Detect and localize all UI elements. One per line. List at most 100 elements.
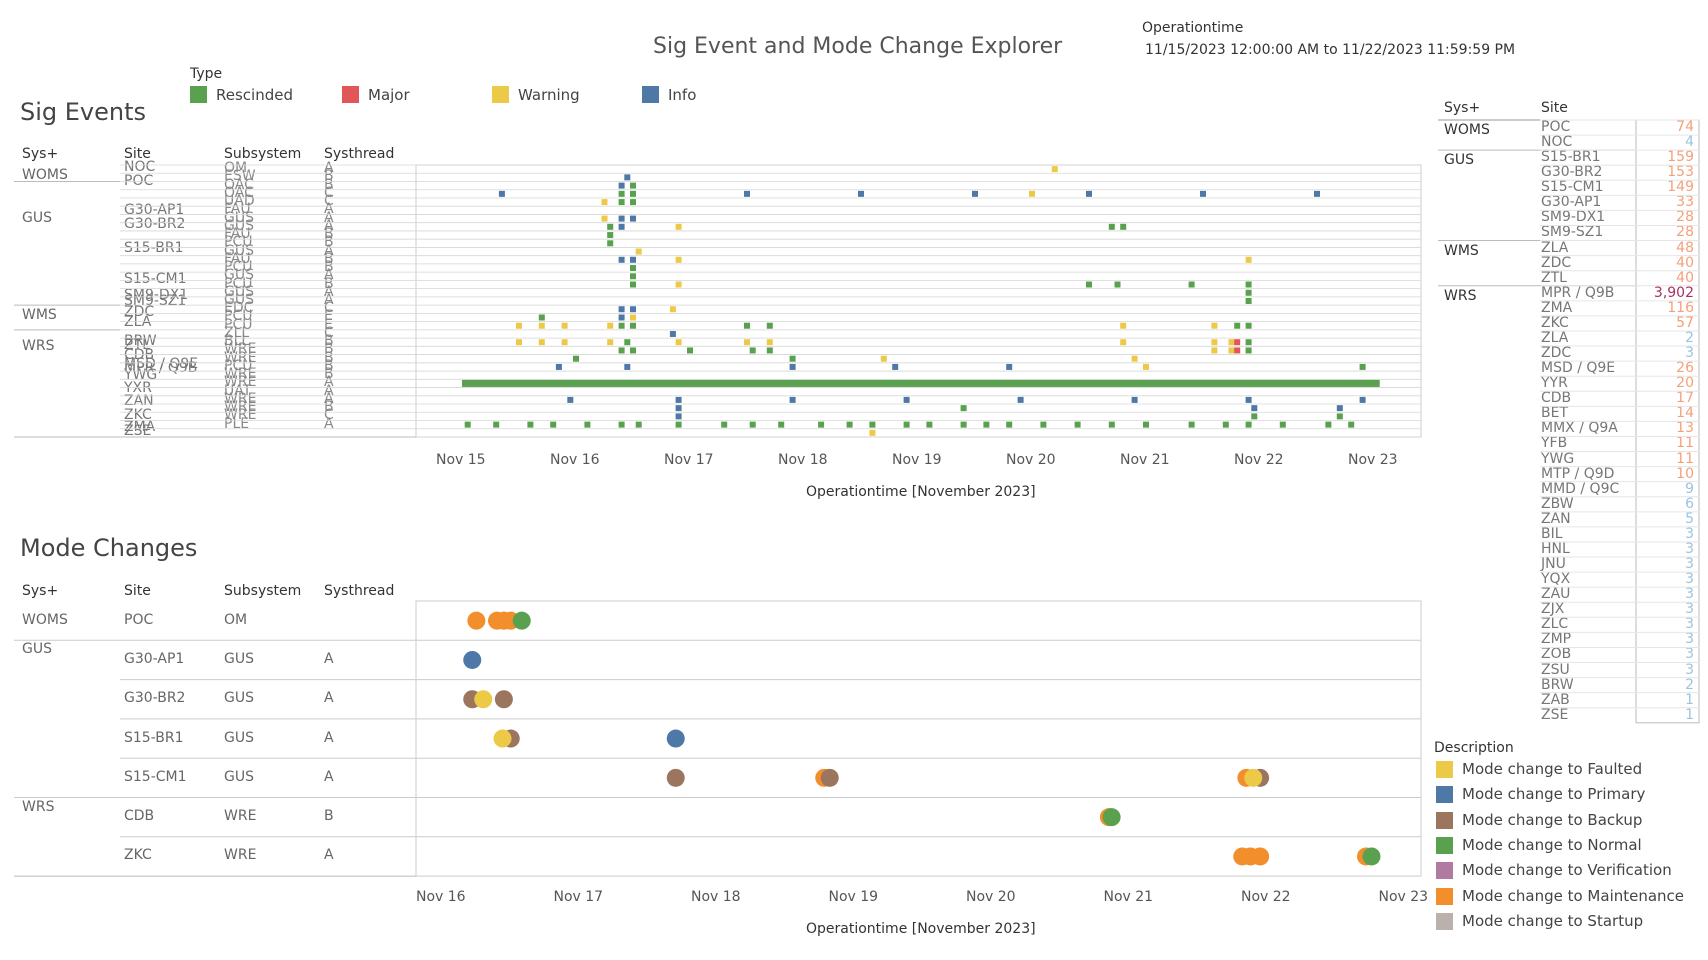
counts-site-label: ZKC [1541, 314, 1569, 331]
sig-event-mark [1228, 339, 1235, 346]
mode-xaxis-tick: Nov 17 [553, 889, 604, 905]
counts-value[interactable]: 1 [1685, 691, 1694, 708]
sig-site-label: SM9-DX1 [124, 287, 189, 303]
counts-value[interactable]: 3 [1685, 586, 1694, 603]
counts-value[interactable]: 5 [1685, 510, 1694, 527]
type-legend-label[interactable]: Major [368, 86, 410, 104]
counts-value[interactable]: 40 [1676, 269, 1694, 286]
counts-value[interactable]: 3,902 [1653, 284, 1694, 301]
sig-systhread-label: B [324, 226, 334, 243]
sig-event-mark [766, 322, 773, 329]
counts-value[interactable]: 9 [1685, 480, 1694, 497]
counts-value[interactable]: 28 [1676, 224, 1694, 241]
counts-value[interactable]: 28 [1676, 209, 1694, 226]
counts-value[interactable]: 10 [1676, 465, 1694, 482]
sig-site-label: S15-CM1 [124, 271, 187, 287]
description-legend-label[interactable]: Mode change to Normal [1462, 835, 1642, 854]
description-legend-label[interactable]: Mode change to Primary [1462, 785, 1646, 804]
type-legend-swatch [492, 86, 509, 103]
counts-value[interactable]: 3 [1685, 616, 1694, 633]
mode-xaxis-tick: Nov 23 [1378, 889, 1429, 905]
mode-subsystem-label: GUS [224, 729, 254, 746]
sig-event-mark [1029, 190, 1035, 197]
description-legend-label[interactable]: Mode change to Faulted [1462, 760, 1643, 778]
sig-event-mark [1359, 363, 1366, 370]
mode-site-label: S15-BR1 [124, 729, 184, 746]
type-legend-label[interactable]: Rescinded [216, 86, 293, 104]
sig-event-mark [1245, 347, 1252, 354]
counts-value[interactable]: 3 [1685, 540, 1694, 557]
counts-value[interactable]: 33 [1676, 194, 1694, 211]
description-legend-label[interactable]: Mode change to Verification [1462, 861, 1672, 880]
counts-value[interactable]: 4 [1685, 134, 1694, 151]
counts-value[interactable]: 116 [1667, 299, 1694, 316]
mode-subsystem-label: WRE [224, 808, 257, 825]
type-legend-label[interactable]: Warning [518, 86, 580, 104]
counts-value[interactable]: 3 [1685, 646, 1694, 663]
sig-event-mark [1336, 405, 1343, 412]
sig-systhread-label: B [324, 234, 334, 251]
counts-value[interactable]: 3 [1685, 556, 1694, 573]
mode-sys-label: WRS [22, 798, 55, 815]
sig-systhread-label: A [324, 390, 334, 407]
counts-value[interactable]: 2 [1685, 676, 1694, 693]
counts-value[interactable]: 74 [1676, 119, 1694, 135]
sig-event-mark [618, 322, 625, 329]
mode-changes-xaxis-title: Operationtime [November 2023] [806, 921, 1036, 937]
counts-site-label: NOC [1541, 134, 1573, 151]
counts-site-label: ZJX [1541, 601, 1565, 618]
sig-event-mark [1120, 223, 1127, 230]
counts-header-site: Site [1541, 100, 1568, 116]
sig-event-mark [1006, 363, 1013, 370]
mode-site-label: S15-CM1 [124, 768, 187, 785]
sig-event-mark [846, 421, 853, 428]
counts-value[interactable]: 11 [1676, 450, 1694, 467]
counts-value[interactable]: 3 [1685, 601, 1694, 618]
description-legend-label[interactable]: Mode change to Maintenance [1462, 886, 1685, 905]
sig-event-mark [584, 421, 591, 428]
filter-value[interactable]: 11/15/2023 12:00:00 AM to 11/22/2023 11:… [1145, 42, 1516, 58]
counts-value[interactable]: 3 [1685, 571, 1694, 588]
counts-value[interactable]: 3 [1685, 661, 1694, 678]
mode-xaxis-tick: Nov 16 [416, 889, 466, 905]
counts-value[interactable]: 20 [1676, 375, 1694, 392]
counts-value[interactable]: 159 [1667, 149, 1694, 166]
sig-event-mark [527, 421, 534, 428]
counts-value[interactable]: 2 [1685, 329, 1694, 346]
sig-systhread-label: C [324, 193, 334, 210]
sig-event-mark [630, 190, 636, 197]
sig-xaxis-tick: Nov 17 [664, 452, 714, 468]
counts-value[interactable]: 40 [1676, 254, 1694, 271]
counts-value[interactable]: 26 [1676, 360, 1694, 377]
sig-event-mark [1108, 223, 1115, 230]
counts-value[interactable]: 17 [1676, 390, 1694, 407]
counts-value[interactable]: 3 [1685, 631, 1694, 648]
sig-site-label: BRW [124, 333, 157, 349]
counts-value[interactable]: 3 [1685, 525, 1694, 542]
counts-value[interactable]: 6 [1685, 495, 1694, 512]
counts-value[interactable]: 1 [1685, 706, 1694, 723]
counts-value[interactable]: 57 [1676, 314, 1694, 331]
description-legend-label[interactable]: Mode change to Startup [1462, 911, 1644, 930]
description-legend-label[interactable]: Mode change to Backup [1462, 810, 1643, 829]
mode-change-mark [1244, 768, 1263, 787]
counts-value[interactable]: 14 [1676, 405, 1694, 422]
counts-value[interactable]: 13 [1676, 420, 1694, 437]
counts-value[interactable]: 48 [1676, 239, 1694, 256]
type-legend-label[interactable]: Info [668, 86, 697, 104]
sig-event-mark [789, 363, 796, 370]
counts-site-label: ZTL [1541, 269, 1567, 286]
sig-systhread-label: B [324, 399, 334, 416]
counts-value[interactable]: 3 [1685, 345, 1694, 362]
mode-change-mark [1362, 847, 1381, 866]
sig-event-mark [1222, 421, 1229, 428]
counts-value[interactable]: 149 [1667, 179, 1694, 196]
sig-site-label: POC [124, 173, 154, 189]
sig-event-mark [675, 413, 682, 420]
counts-value[interactable]: 11 [1676, 435, 1694, 452]
counts-value[interactable]: 153 [1667, 164, 1694, 181]
sig-event-mark [464, 421, 471, 428]
